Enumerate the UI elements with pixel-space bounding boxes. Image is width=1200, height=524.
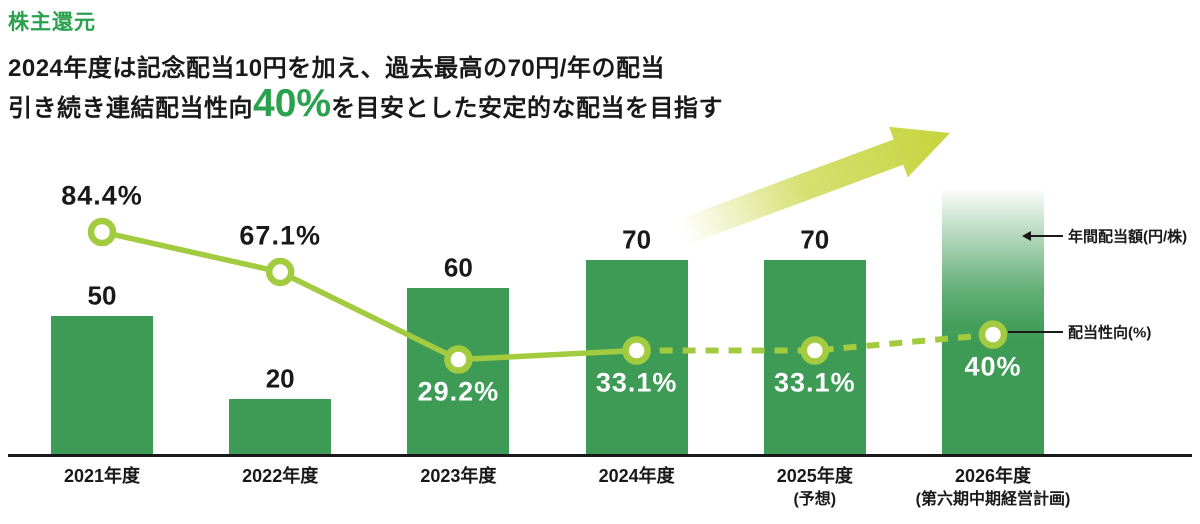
headline-line1: 2024年度は記念配当10円を加え、過去最高の70円/年の配当 bbox=[8, 55, 665, 82]
headline-line2: 引き続き連結配当性向40%を目安とした安定的な配当を目指す bbox=[8, 84, 723, 123]
x-axis-sublabel-2025年度: (予想) bbox=[793, 491, 837, 508]
payout-ratio-label-2025年度: 33.1% bbox=[774, 367, 856, 397]
dividend-bar-2022年度 bbox=[229, 399, 332, 455]
x-axis-label-2021年度: 2021年度 bbox=[63, 466, 141, 486]
callout-line-annual-dividend bbox=[1030, 235, 1063, 237]
payout-ratio-callout-label: 配当性向(%) bbox=[1068, 324, 1152, 342]
dividend-bar-2021年度 bbox=[51, 315, 153, 455]
headline-line2-suffix: を目安とした安定的な配当を目指す bbox=[331, 95, 724, 122]
payout-ratio-marker-2023年度 bbox=[444, 345, 473, 374]
x-axis-label-2022年度: 2022年度 bbox=[242, 466, 319, 486]
x-axis-label-2023年度: 2023年度 bbox=[420, 466, 497, 486]
payout-ratio-marker-2026年度 bbox=[978, 320, 1008, 349]
payout-ratio-line-solid bbox=[101, 229, 637, 363]
payout-ratio-label-2023年度: 29.2% bbox=[417, 376, 500, 406]
callout-line-payout-ratio bbox=[1008, 331, 1063, 333]
x-axis-label-2025年度: 2025年度 bbox=[776, 466, 853, 486]
x-axis-sublabel-2026年度: (第六期中期経営計画) bbox=[915, 491, 1071, 508]
x-axis-label-2026年度: 2026年度 bbox=[954, 466, 1032, 486]
payout-ratio-marker-2024年度 bbox=[622, 336, 651, 365]
payout-ratio-label-2026年度: 40% bbox=[964, 351, 1022, 382]
dividend-bar-value-2021年度: 50 bbox=[87, 280, 117, 310]
dividend-bar-value-2025年度: 70 bbox=[800, 224, 830, 255]
payout-ratio-marker-2021年度 bbox=[87, 217, 117, 247]
payout-ratio-marker-2022年度 bbox=[265, 257, 295, 287]
x-axis-line bbox=[8, 454, 1192, 457]
payout-ratio-marker-2025年度 bbox=[800, 336, 830, 365]
payout-ratio-label-2022年度: 67.1% bbox=[239, 220, 321, 251]
page-title: 株主還元 bbox=[8, 11, 96, 34]
headline-payout-ratio-highlight: 40% bbox=[253, 82, 332, 125]
growth-trend-arrow bbox=[678, 126, 950, 245]
x-axis-label-2024年度: 2024年度 bbox=[598, 466, 675, 486]
dividend-bar-value-2022年度: 20 bbox=[265, 363, 295, 394]
payout-ratio-label-2024年度: 33.1% bbox=[595, 367, 678, 397]
payout-ratio-label-2021年度: 84.4% bbox=[61, 180, 143, 211]
dividend-bar-value-2023年度: 60 bbox=[443, 252, 473, 283]
headline-line2-prefix: 引き続き連結配当性向 bbox=[8, 95, 253, 122]
annual-dividend-callout-label: 年間配当額(円/株) bbox=[1068, 228, 1188, 246]
dividend-bar-value-2024年度: 70 bbox=[622, 224, 652, 255]
callout-arrowhead-annual-dividend bbox=[1022, 231, 1031, 241]
